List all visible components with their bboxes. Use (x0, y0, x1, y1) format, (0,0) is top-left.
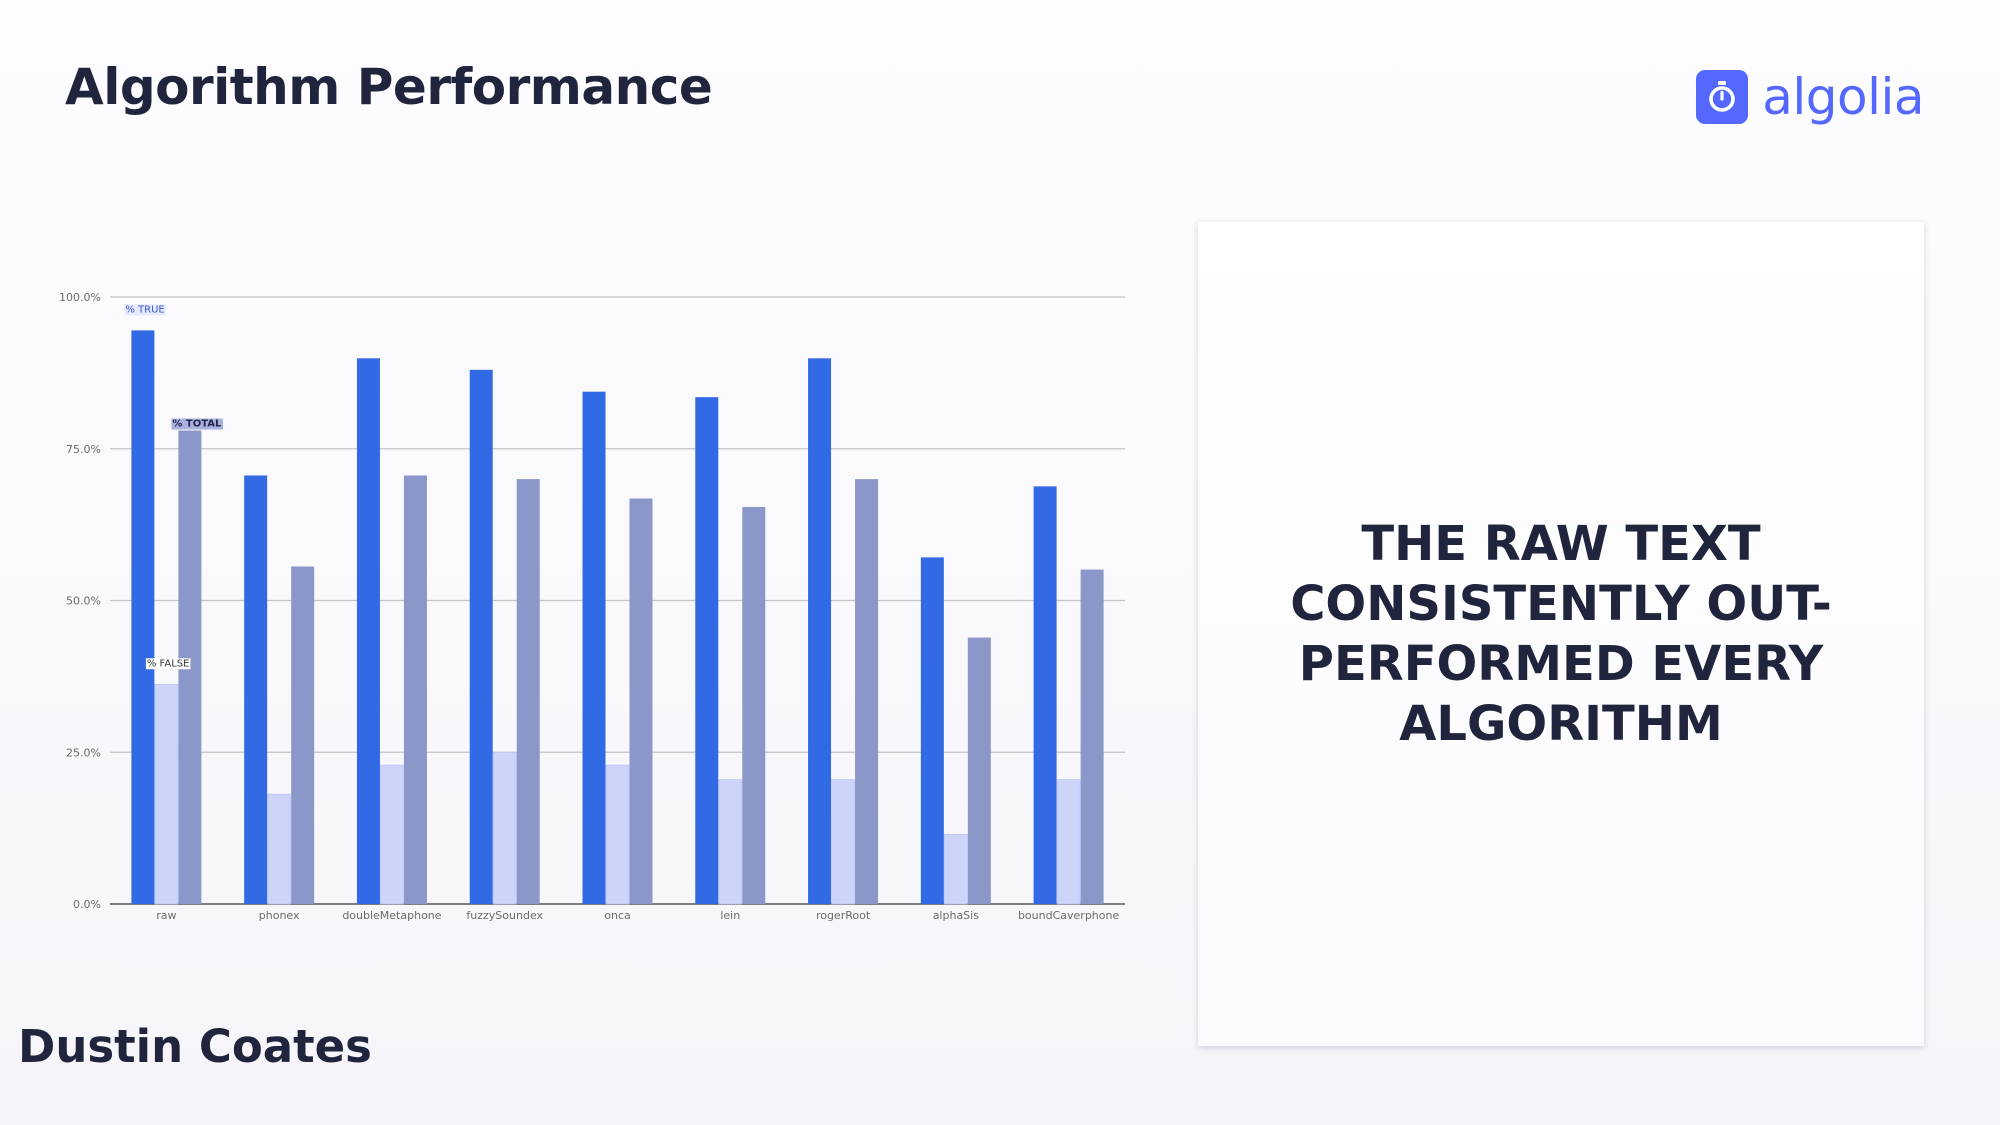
chart-svg: 0.0% 25.0% 50.0% 75.0% 100.0% raw phonex double… (59, 291, 1125, 922)
x-tick-label: rogerRoot (816, 909, 871, 922)
bar (154, 683, 179, 905)
bar (718, 779, 743, 905)
bar (605, 764, 630, 905)
callout-text: THE RAW TEXT CONSISTENTLY OUT-PERFORMED … (1290, 516, 1832, 752)
speaker-name: Dustin Coates (18, 1020, 372, 1073)
bar (1056, 779, 1081, 905)
bar (944, 833, 968, 905)
y-tick-label: 25.0% (66, 746, 101, 759)
bar (380, 764, 404, 905)
y-tick-label: 50.0% (66, 595, 101, 608)
bar (920, 557, 944, 904)
series-label-bg (171, 418, 223, 430)
y-tick-label: 75.0% (66, 443, 101, 456)
series-label: % FALSE (147, 658, 190, 669)
bar (695, 397, 719, 904)
bar (582, 391, 606, 904)
bar (1033, 486, 1057, 904)
y-tick-label: 100.0% (59, 291, 101, 304)
bar (403, 475, 427, 904)
x-tick-label: onca (604, 909, 631, 922)
bar (1080, 569, 1104, 904)
bar (356, 358, 380, 904)
bar (742, 507, 766, 904)
bar (629, 498, 653, 904)
bar (855, 479, 879, 904)
bar (469, 369, 493, 905)
bar (967, 637, 991, 904)
x-tick-label: raw (156, 909, 176, 922)
bar (831, 779, 855, 905)
algolia-logo: algolia (1696, 70, 1924, 124)
x-tick-label: alphaSis (933, 909, 980, 922)
stopwatch-icon (1696, 70, 1749, 124)
x-tick-label: phonex (259, 909, 300, 922)
slide-title: Algorithm Performance (65, 58, 713, 116)
x-tick-label: lein (720, 909, 740, 922)
y-tick-label: 0.0% (73, 898, 101, 911)
x-tick-label: fuzzySoundex (466, 909, 543, 922)
bar (492, 751, 517, 905)
logo-text: algolia (1762, 68, 1924, 126)
bar (244, 475, 268, 904)
series-label-bg (124, 304, 166, 316)
series-label-bg (145, 658, 191, 670)
bar (808, 358, 832, 904)
x-tick-label: boundCaverphone (1018, 909, 1120, 922)
callout-card: THE RAW TEXT CONSISTENTLY OUT-PERFORMED … (1198, 222, 1924, 1046)
series-label: % TOTAL (172, 419, 222, 430)
bar (291, 566, 315, 904)
x-tick-label: doubleMetaphone (342, 909, 441, 922)
bar (516, 479, 540, 904)
bar (267, 793, 291, 905)
series-label: % TRUE (125, 304, 164, 315)
bar (131, 330, 155, 904)
bar-chart: 0.0% 25.0% 50.0% 75.0% 100.0% raw phonex double… (0, 270, 1150, 940)
